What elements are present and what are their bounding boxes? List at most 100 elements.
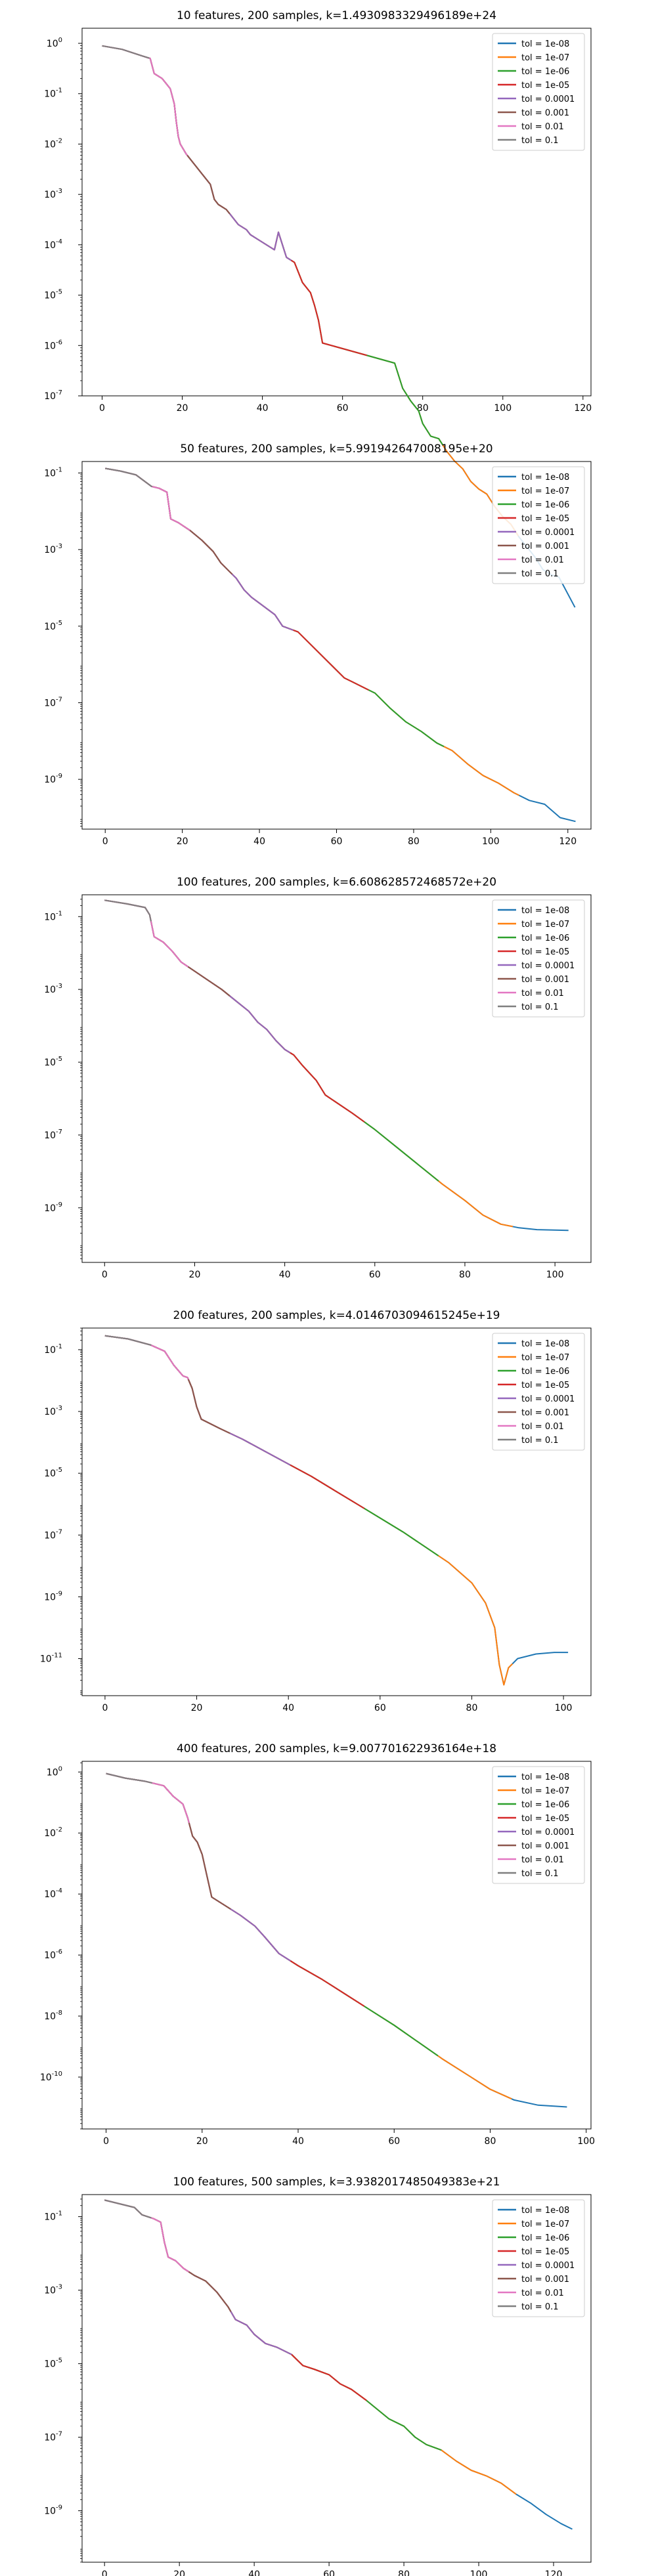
legend-entry: tol = 0.01 [521,122,564,132]
legend-entry: tol = 0.01 [521,1855,564,1865]
x-tick-label: 40 [282,1703,294,1713]
legend-entry: tol = 1e-05 [521,514,569,524]
legend-entry: tol = 1e-07 [521,920,569,930]
series-line-tol-0-1 [106,1772,152,1784]
legend-entry: tol = 1e-05 [521,81,569,91]
legend-entry: tol = 1e-08 [521,473,569,483]
legend-entry: tol = 1e-05 [521,947,569,957]
x-tick-label: 60 [337,403,349,414]
legend-entry: tol = 0.1 [521,1436,559,1446]
x-tick-label: 40 [253,836,265,847]
legend: tol = 1e-08 tol = 1e-07 tol = 1e-06 tol = 1… [492,2199,585,2317]
x-tick-label: 20 [173,2569,185,2576]
legend-entry: tol = 0.01 [521,555,564,565]
legend-entry: tol = 0.001 [521,975,569,985]
x-tick-label: 80 [417,403,429,414]
legend-entry: tol = 0.0001 [521,1828,575,1837]
series-line-tol-0-1 [105,467,153,488]
chart-panel-6: 100 features, 500 samples, k=3.938201748… [44,2176,592,2576]
legend-entry: tol = 1e-06 [521,934,569,943]
chart-title: 200 features, 200 samples, k=4.014670309… [173,1309,500,1322]
legend-entry: tol = 0.01 [521,2288,564,2298]
series-line-tol-0-1 [102,45,150,59]
legend-entry: tol = 1e-07 [521,1353,569,1363]
x-tick-label: 0 [102,836,108,847]
x-tick-label: 0 [102,2569,108,2576]
x-tick-label: 100 [546,1270,564,1280]
legend-entry: tol = 1e-06 [521,1367,569,1377]
legend: tol = 1e-08 tol = 1e-07 tol = 1e-06 tol = 1… [492,899,585,1018]
legend-entry: tol = 0.0001 [521,2261,575,2271]
legend-box [492,1766,585,1884]
x-tick-label: 120 [545,2569,563,2576]
x-tick-label: 60 [388,2136,400,2147]
legend-entry: tol = 1e-08 [521,1772,569,1782]
chart-title: 100 features, 500 samples, k=3.938201748… [173,2176,500,2189]
legend-entry: tol = 0.001 [521,2275,569,2285]
legend: tol = 1e-08 tol = 1e-07 tol = 1e-06 tol = 1… [492,1333,585,1451]
plot-area-frame [81,1327,592,1696]
x-tick-label: 80 [398,2569,410,2576]
plot-area-frame [81,28,592,397]
x-tick-label: 60 [323,2569,335,2576]
x-tick-label: 80 [466,1703,478,1713]
legend-entry: tol = 0.001 [521,1408,569,1418]
legend-entry: tol = 0.1 [521,1002,559,1012]
legend-entry: tol = 0.0001 [521,528,575,538]
x-tick-label: 100 [470,2569,488,2576]
chart-panel-4: 200 features, 200 samples, k=4.014670309… [40,1309,592,1713]
x-tick-label: 0 [102,1270,108,1280]
legend-entry: tol = 1e-08 [521,906,569,916]
x-tick-label: 80 [459,1270,471,1280]
chart-title: 50 features, 200 samples, k=5.9919426470… [180,442,492,456]
x-tick-label: 100 [577,2136,595,2147]
series-line-tol-0-1 [104,2199,152,2219]
x-tick-label: 40 [248,2569,260,2576]
series-line-tol-0-1 [104,899,152,922]
x-tick-label: 80 [408,836,420,847]
x-tick-label: 0 [102,1703,108,1713]
x-tick-label: 0 [103,2136,109,2147]
chart-title: 400 features, 200 samples, k=9.007701622… [177,1742,496,1755]
legend-entry: tol = 0.001 [521,108,569,118]
legend-entry: tol = 1e-07 [521,486,569,496]
legend-entry: tol = 0.1 [521,1869,559,1879]
x-tick-label: 80 [485,2136,496,2147]
x-tick-label: 60 [331,836,343,847]
x-tick-label: 20 [189,1270,201,1280]
legend-entry: tol = 1e-05 [521,2247,569,2257]
plot-area-frame [81,894,592,1263]
legend-entry: tol = 1e-06 [521,2233,569,2243]
chart-panel-5: 400 features, 200 samples, k=9.007701622… [40,1742,595,2147]
legend-entry: tol = 0.1 [521,569,559,579]
x-tick-label: 0 [99,403,105,414]
chart-title: 100 features, 200 samples, k=6.608628572… [177,876,496,889]
chart-panel-2: 50 features, 200 samples, k=5.9919426470… [44,442,592,847]
x-tick-label: 120 [559,836,577,847]
legend-entry: tol = 1e-05 [521,1381,569,1390]
legend-box [492,899,585,1018]
x-tick-label: 100 [494,403,512,414]
legend-entry: tol = 1e-08 [521,2206,569,2216]
legend-entry: tol = 1e-07 [521,53,569,63]
x-tick-label: 40 [279,1270,291,1280]
x-tick-label: 20 [177,403,188,414]
legend-entry: tol = 0.0001 [521,95,575,104]
x-tick-label: 20 [196,2136,208,2147]
legend-box [492,2199,585,2317]
legend-entry: tol = 1e-05 [521,1814,569,1824]
legend-entry: tol = 1e-08 [521,39,569,49]
legend-entry: tol = 0.0001 [521,1394,575,1404]
legend-entry: tol = 0.1 [521,136,559,146]
legend-entry: tol = 1e-06 [521,67,569,77]
legend-entry: tol = 1e-06 [521,1800,569,1810]
plot-area-frame [81,1761,592,2130]
chart-panel-3: 100 features, 200 samples, k=6.608628572… [44,876,592,1280]
x-tick-label: 100 [555,1703,573,1713]
legend-box [492,33,585,151]
legend: tol = 1e-08 tol = 1e-07 tol = 1e-06 tol = 1… [492,33,585,151]
x-tick-label: 120 [574,403,592,414]
legend-entry: tol = 0.001 [521,542,569,551]
legend-entry: tol = 1e-07 [521,1786,569,1796]
legend-entry: tol = 0.01 [521,989,564,998]
